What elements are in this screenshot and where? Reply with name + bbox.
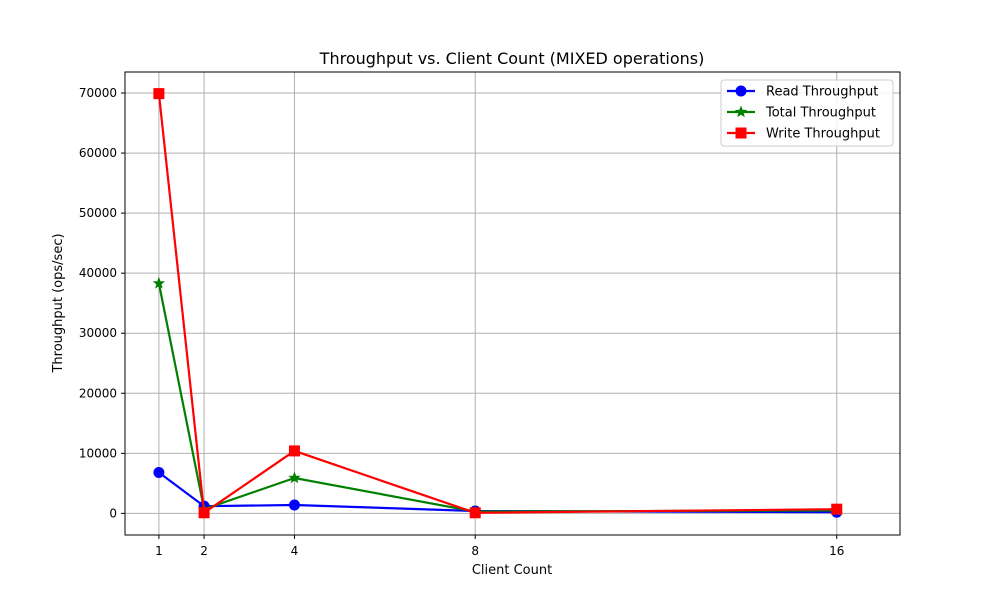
chart-title: Throughput vs. Client Count (MIXED opera…: [319, 49, 705, 68]
data-point: [288, 471, 301, 484]
series-total-throughput: [152, 276, 843, 517]
x-tick-label: 8: [471, 544, 479, 558]
x-tick-label: 16: [829, 544, 844, 558]
y-tick-label: 70000: [79, 86, 117, 100]
y-tick-label: 50000: [79, 206, 117, 220]
y-axis-label: Throughput (ops/sec): [51, 233, 66, 373]
x-tick-label: 1: [155, 544, 163, 558]
legend-marker: [735, 127, 747, 139]
data-point: [288, 499, 300, 511]
y-tick-label: 30000: [79, 326, 117, 340]
y-tick-label: 20000: [79, 386, 117, 400]
legend: Read Throughput Total Throughput Write Thr…: [720, 79, 894, 147]
y-tick-label: 40000: [79, 266, 117, 280]
data-point: [469, 507, 481, 519]
y-axis-ticks: 0 10000 20000 30000 40000 50000 60000 70000: [79, 86, 125, 520]
data-point: [288, 445, 300, 457]
data-point: [153, 467, 165, 479]
y-tick-label: 0: [109, 506, 117, 520]
legend-entry: Write Throughput: [766, 127, 880, 142]
series-line: [157, 283, 837, 513]
data-point: [153, 88, 165, 100]
series-line: [157, 93, 837, 515]
data-point: [198, 507, 210, 519]
legend-box: [720, 79, 894, 147]
series-line: [158, 471, 837, 514]
plot-frame: [124, 71, 901, 536]
data-point: [831, 503, 843, 515]
y-tick-label: 10000: [79, 446, 117, 460]
x-axis-ticks: 1 2 4 8 16: [155, 535, 844, 558]
x-tick-label: 4: [291, 544, 299, 558]
legend-entry: Total Throughput: [765, 106, 876, 121]
legend-entry: Read Throughput: [766, 85, 878, 100]
legend-marker: [735, 85, 747, 97]
x-tick-label: 2: [200, 544, 208, 558]
legend-marker: [734, 105, 748, 118]
data-point: [152, 276, 166, 289]
x-axis-label: Client Count: [472, 563, 552, 578]
y-tick-label: 60000: [79, 146, 117, 160]
series-write-throughput: [153, 88, 843, 519]
plot-series: [152, 88, 843, 519]
